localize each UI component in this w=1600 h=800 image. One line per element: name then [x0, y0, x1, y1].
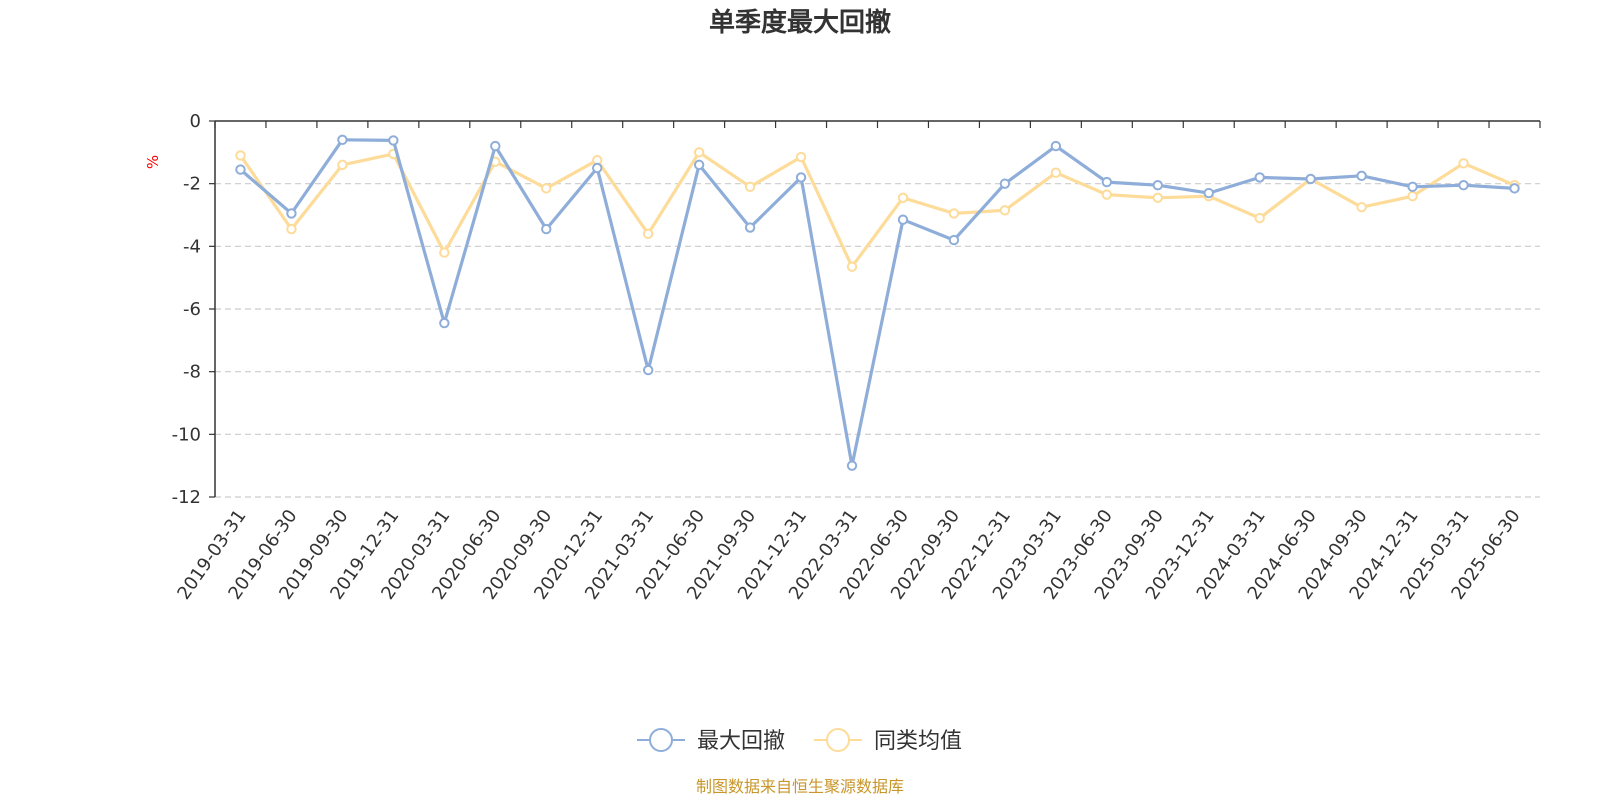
data-point[interactable] — [1458, 158, 1469, 169]
data-point[interactable] — [541, 223, 552, 235]
data-point[interactable] — [846, 460, 858, 471]
data-point[interactable] — [235, 164, 246, 175]
y-tick-label: -4 — [183, 236, 201, 257]
data-point[interactable] — [642, 364, 654, 376]
data-point[interactable] — [1101, 176, 1113, 188]
data-point[interactable] — [1152, 180, 1163, 191]
data-point[interactable] — [693, 147, 705, 158]
data-point[interactable] — [1356, 201, 1367, 213]
data-point[interactable] — [1254, 212, 1265, 224]
legend[interactable]: 最大回撤 同类均值 — [637, 728, 962, 754]
data-point[interactable] — [1152, 192, 1163, 203]
data-point[interactable] — [235, 150, 246, 161]
data-point[interactable] — [286, 223, 297, 235]
data-point[interactable] — [1407, 181, 1418, 193]
data-point[interactable] — [948, 234, 960, 246]
y-tick-label: -12 — [172, 487, 201, 508]
data-point[interactable] — [999, 205, 1011, 216]
series-layer — [235, 134, 1520, 471]
data-point[interactable] — [642, 228, 654, 240]
axes: 0-2-4-6-8-10-122019-03-312019-06-302019-… — [172, 111, 1541, 604]
data-point[interactable] — [592, 162, 603, 174]
legend-label: 最大回撤 — [697, 729, 785, 754]
data-point[interactable] — [388, 135, 399, 146]
data-point[interactable] — [1509, 183, 1520, 194]
y-tick-label: -10 — [172, 424, 201, 445]
series-line — [239, 138, 1515, 468]
data-point[interactable] — [999, 178, 1011, 189]
legend-marker — [649, 728, 673, 752]
legend-item[interactable]: 最大回撤 — [637, 728, 785, 754]
y-tick-label: 0 — [190, 111, 201, 132]
data-point[interactable] — [744, 222, 756, 233]
data-point[interactable] — [286, 208, 297, 219]
data-point[interactable] — [1305, 173, 1316, 185]
legend-item[interactable]: 同类均值 — [814, 728, 962, 754]
data-point[interactable] — [1050, 167, 1062, 178]
data-source-text: 制图数据来自恒生聚源数据库 — [696, 777, 904, 796]
chart-title: 单季度最大回撤 — [709, 7, 891, 38]
data-point[interactable] — [1254, 172, 1265, 183]
data-point[interactable] — [541, 183, 552, 194]
series-0 — [235, 134, 1520, 471]
y-tick-label: -6 — [183, 299, 201, 320]
data-point[interactable] — [897, 192, 909, 203]
data-point[interactable] — [1203, 187, 1214, 199]
series-1 — [235, 147, 1520, 272]
data-point[interactable] — [1050, 140, 1062, 152]
data-point[interactable] — [337, 134, 348, 146]
data-point[interactable] — [846, 261, 858, 272]
data-point[interactable] — [795, 172, 807, 183]
series-line — [239, 150, 1516, 269]
data-point[interactable] — [1407, 191, 1418, 202]
y-axis-unit-label: % — [144, 155, 162, 169]
legend-label: 同类均值 — [874, 729, 962, 754]
data-point[interactable] — [948, 208, 960, 219]
data-point[interactable] — [1458, 180, 1469, 191]
data-point[interactable] — [795, 151, 807, 163]
data-point[interactable] — [439, 317, 450, 329]
data-point[interactable] — [744, 181, 756, 193]
y-tick-label: -2 — [183, 174, 201, 195]
data-point[interactable] — [1101, 189, 1113, 200]
data-point[interactable] — [693, 159, 705, 171]
data-point[interactable] — [337, 159, 348, 171]
data-point[interactable] — [439, 247, 450, 258]
data-point[interactable] — [1356, 170, 1367, 182]
legend-marker — [826, 728, 850, 752]
y-tick-label: -8 — [183, 362, 201, 383]
data-point[interactable] — [490, 140, 501, 152]
data-point[interactable] — [897, 214, 909, 225]
